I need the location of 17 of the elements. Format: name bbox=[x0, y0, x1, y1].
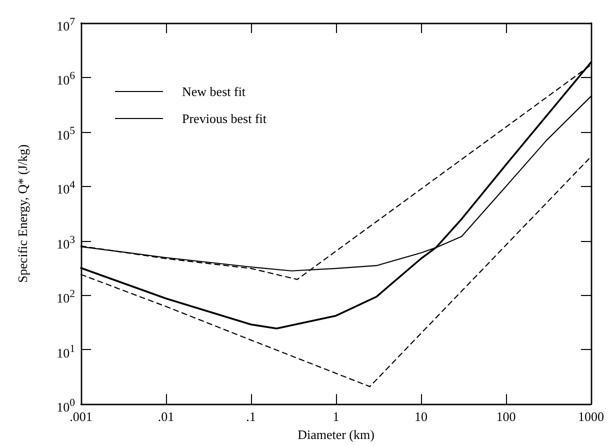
x-axis-title: Diameter (km) bbox=[298, 427, 374, 442]
y-tick-label: 10$^{7}$ bbox=[56, 15, 75, 34]
legend-label: Previous best fit bbox=[182, 111, 267, 126]
y-axis-title: Specific Energy, Q* (J/kg) bbox=[15, 144, 30, 283]
y-tick-label: 10$^{4}$ bbox=[56, 178, 75, 198]
y-tick-label: 10$^{5}$ bbox=[56, 124, 75, 144]
legend-label: New best fit bbox=[182, 84, 246, 99]
y-tick-label: 10$^{1}$ bbox=[56, 342, 75, 361]
x-tick-label: .1 bbox=[246, 409, 256, 424]
x-tick-label: 100 bbox=[496, 409, 516, 424]
y-tick-label: 10$^{6}$ bbox=[56, 69, 75, 89]
x-tick-label: 1000 bbox=[578, 409, 604, 424]
y-tick-label: 10$^{3}$ bbox=[56, 232, 75, 252]
y-tick-label: 10$^{2}$ bbox=[56, 287, 75, 307]
x-tick-label: 10 bbox=[414, 409, 428, 424]
x-tick-label: .01 bbox=[158, 409, 174, 424]
x-tick-label: 1 bbox=[332, 409, 340, 424]
